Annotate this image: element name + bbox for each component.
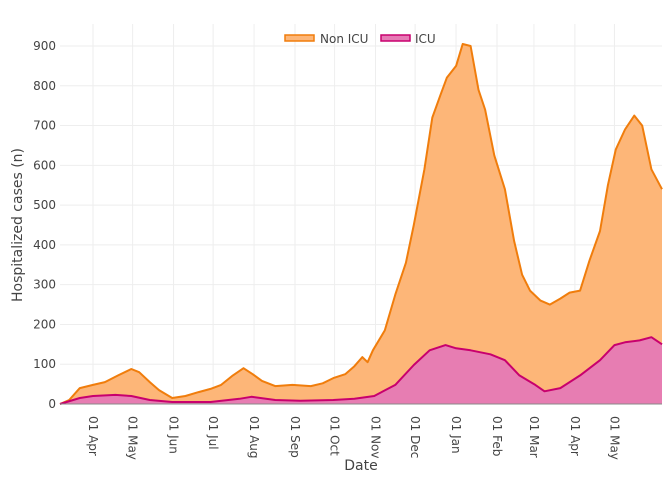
x-tick-label: 01 Jun <box>167 416 181 454</box>
x-tick-label: 01 Sep <box>288 416 302 458</box>
x-tick-label: 01 May <box>607 416 621 460</box>
x-tick-label: 01 Jan <box>449 416 463 454</box>
x-tick-label: 01 Feb <box>490 416 504 456</box>
legend-swatch-icu <box>380 34 411 42</box>
y-tick-label: 500 <box>33 198 56 212</box>
y-tick-label: 0 <box>48 397 56 411</box>
x-tick-label: 01 May <box>126 416 140 460</box>
x-tick-label: 01 Aug <box>247 416 261 459</box>
series-line <box>59 43 663 405</box>
y-tick-label: 700 <box>33 119 56 133</box>
x-tick-label: 01 Mar <box>527 416 541 458</box>
x-tick-label: 01 Apr <box>568 416 582 456</box>
y-tick-label: 300 <box>33 278 56 292</box>
legend: Non ICU ICU <box>284 32 436 46</box>
y-axis-ticks: 0 100 200 300 400 500 600 700 800 900 <box>33 39 56 411</box>
series-non-icu <box>59 43 663 405</box>
area-fill <box>60 337 662 404</box>
x-axis-ticks: 01 Apr 01 May 01 Jun 01 Jul 01 Aug 01 Sep 01 O… <box>86 416 621 460</box>
legend-label-icu: ICU <box>415 32 436 46</box>
x-tick-label: 01 Apr <box>86 416 100 456</box>
series-line <box>59 336 663 405</box>
y-tick-label: 200 <box>33 317 56 331</box>
series-icu <box>59 336 663 405</box>
x-tick-label: 01 Jul <box>206 416 220 450</box>
y-tick-label: 100 <box>33 357 56 371</box>
legend-label-non-icu: Non ICU <box>320 32 368 46</box>
y-tick-label: 400 <box>33 238 56 252</box>
legend-swatch-non-icu <box>284 34 315 42</box>
x-tick-label: 01 Nov <box>369 416 383 459</box>
x-axis-title: Date <box>344 458 377 474</box>
legend-item-icu[interactable]: ICU <box>380 32 436 46</box>
y-axis-title: Hospitalized cases (n) <box>10 148 26 302</box>
y-tick-label: 600 <box>33 158 56 172</box>
legend-item-non-icu[interactable]: Non ICU <box>284 32 368 46</box>
series-areas <box>59 43 663 405</box>
y-tick-label: 900 <box>33 39 56 53</box>
x-tick-label: 01 Dec <box>408 416 422 458</box>
y-tick-label: 800 <box>33 79 56 93</box>
area-fill <box>60 44 662 404</box>
x-tick-label: 01 Oct <box>328 416 342 456</box>
